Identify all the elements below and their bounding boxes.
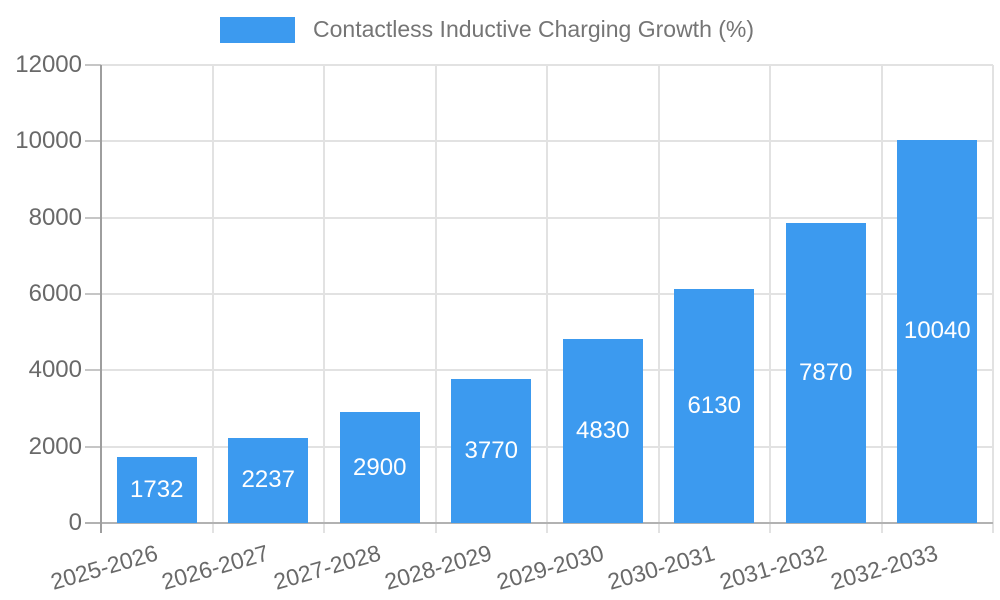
- legend-swatch: [220, 16, 295, 43]
- gridline-vertical: [323, 65, 325, 533]
- bar: [674, 289, 755, 523]
- gridline-vertical: [657, 65, 660, 533]
- gridline-vertical: [880, 65, 883, 533]
- bar-value-label: 2900: [353, 453, 407, 481]
- y-axis-label: 0: [68, 509, 82, 536]
- y-axis-tick: [85, 216, 101, 219]
- gridline-horizontal: [101, 140, 993, 143]
- y-axis-label: 8000: [28, 203, 82, 231]
- bar: [339, 412, 420, 523]
- chart-legend: Contactless Inductive Charging Growth (%…: [220, 16, 754, 43]
- y-axis-line: [100, 65, 102, 533]
- bar-value-label: 4830: [576, 416, 630, 444]
- y-axis-label: 6000: [28, 280, 82, 307]
- gridline-horizontal: [101, 216, 993, 219]
- bar: [897, 139, 978, 523]
- y-axis-tick: [85, 445, 101, 448]
- bar-value-label: 2237: [241, 466, 295, 494]
- bar-value-label: 6130: [687, 392, 741, 420]
- bar-value-label: 10040: [903, 317, 971, 345]
- bar: [451, 379, 532, 523]
- gridline-horizontal: [101, 293, 993, 295]
- y-axis-tick: [85, 369, 101, 372]
- gridline-horizontal: [101, 445, 993, 448]
- gridline-vertical: [434, 65, 437, 533]
- bar: [785, 222, 866, 523]
- gridline-vertical: [769, 65, 771, 533]
- gridline-vertical: [546, 65, 548, 533]
- bar-value-label: 3770: [464, 437, 518, 465]
- gridline-vertical: [211, 65, 214, 533]
- gridline-vertical: [992, 65, 994, 533]
- y-axis-label: 4000: [28, 356, 82, 384]
- y-axis-label: 12000: [15, 51, 82, 78]
- y-axis-label: 10000: [15, 127, 82, 155]
- gridline-horizontal: [101, 64, 993, 66]
- bar-value-label: 7870: [799, 358, 853, 386]
- bar-value-label: 1732: [130, 475, 184, 503]
- bar: [562, 338, 643, 523]
- bar: [228, 437, 309, 523]
- bar: [116, 456, 197, 523]
- legend-series-label: Contactless Inductive Charging Growth (%…: [313, 16, 755, 42]
- y-axis-label: 2000: [28, 432, 82, 460]
- x-axis-line: [85, 522, 993, 524]
- y-axis-tick: [85, 64, 101, 66]
- y-axis-tick: [85, 140, 101, 143]
- gridline-horizontal: [101, 369, 993, 372]
- y-axis-tick: [85, 293, 101, 295]
